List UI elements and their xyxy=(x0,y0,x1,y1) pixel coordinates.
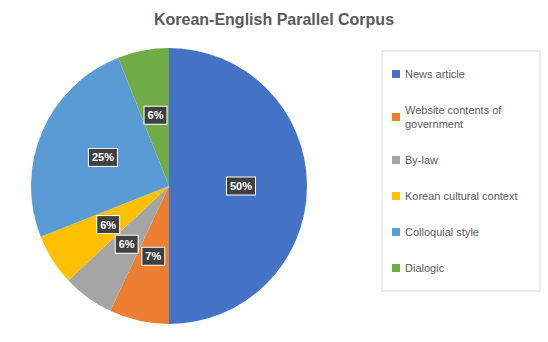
svg-text:6%: 6% xyxy=(119,238,135,250)
svg-text:News article: News article xyxy=(405,68,465,80)
svg-text:By-law: By-law xyxy=(405,154,438,166)
svg-text:Dialogic: Dialogic xyxy=(405,262,445,274)
svg-text:6%: 6% xyxy=(100,219,116,231)
svg-text:6%: 6% xyxy=(148,109,164,121)
svg-text:Korean cultural context: Korean cultural context xyxy=(405,190,518,202)
svg-text:25%: 25% xyxy=(92,151,114,163)
svg-text:Website contents of: Website contents of xyxy=(405,104,504,116)
svg-text:Colloquial style: Colloquial style xyxy=(405,226,479,238)
svg-text:government: government xyxy=(405,118,463,130)
svg-text:Korean-English Parallel Corpus: Korean-English Parallel Corpus xyxy=(154,11,394,28)
svg-text:7%: 7% xyxy=(145,250,161,262)
svg-text:50%: 50% xyxy=(230,180,252,192)
